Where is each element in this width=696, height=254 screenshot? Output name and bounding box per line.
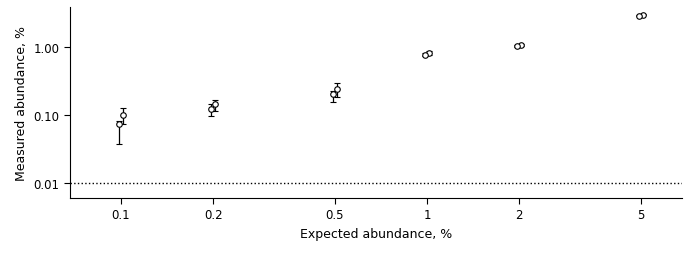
X-axis label: Expected abundance, %: Expected abundance, %	[300, 227, 452, 240]
Y-axis label: Measured abundance, %: Measured abundance, %	[15, 26, 28, 180]
